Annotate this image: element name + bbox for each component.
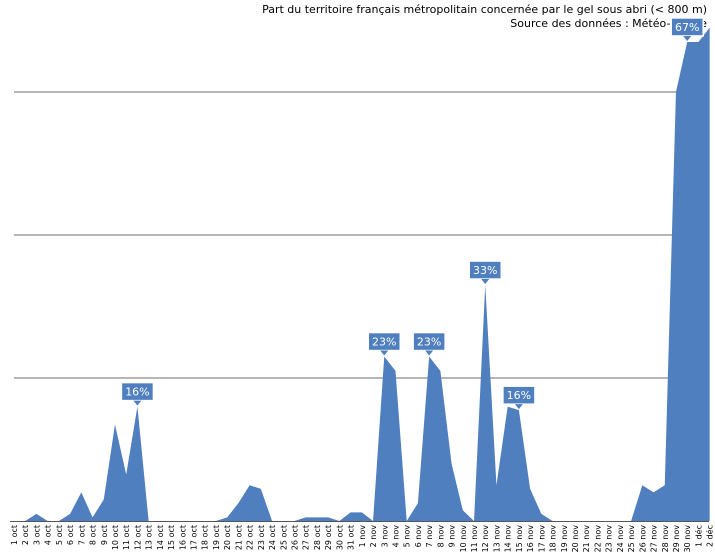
x-tick-label: 26 nov	[638, 525, 647, 553]
x-tick-label: 6 oct	[66, 525, 75, 545]
x-tick-label: 10 nov	[459, 525, 468, 553]
chart-title-block: Part du territoire français métropolitai…	[262, 3, 707, 31]
x-tick-label: 15 nov	[515, 525, 524, 553]
x-tick-label: 19 nov	[560, 525, 569, 553]
x-tick-label: 30 nov	[683, 525, 692, 553]
x-tick-label: 3 oct	[32, 525, 41, 545]
data-label: 33%	[468, 260, 502, 285]
x-tick-label: 16 oct	[178, 525, 187, 550]
x-tick-label: 2 déc	[705, 525, 715, 547]
x-tick-label: 27 oct	[302, 525, 311, 550]
data-label: 16%	[502, 385, 536, 410]
data-label-text: 23%	[417, 336, 441, 349]
x-tick-label: 25 nov	[627, 525, 636, 553]
x-tick-label: 31 oct	[347, 525, 356, 550]
x-tick-label: 14 nov	[504, 525, 513, 553]
x-tick-label: 13 nov	[492, 525, 501, 553]
x-tick-label: 1 oct	[10, 525, 19, 545]
data-label: 23%	[412, 331, 446, 356]
chart-subtitle: Source des données : Météo-France	[510, 17, 707, 30]
x-tick-label: 20 oct	[223, 525, 232, 550]
x-tick-label: 4 oct	[44, 525, 53, 545]
x-tick-label: 21 nov	[582, 525, 591, 553]
x-tick-label: 24 oct	[268, 525, 277, 550]
x-tick-label: 18 nov	[549, 525, 558, 553]
x-tick-label: 22 nov	[593, 525, 602, 553]
x-tick-label: 2 nov	[369, 525, 378, 548]
data-label-text: 67%	[675, 21, 699, 34]
x-tick-label: 10 oct	[111, 525, 120, 550]
x-tick-label: 11 oct	[122, 525, 131, 550]
data-label: 16%	[120, 381, 155, 406]
x-tick-label: 3 nov	[380, 525, 389, 548]
data-label-pointer	[514, 404, 523, 410]
x-tick-label: 7 oct	[77, 525, 86, 545]
x-tick-label: 28 oct	[313, 525, 322, 550]
data-label: 67%	[670, 17, 704, 41]
area-series	[14, 27, 710, 522]
x-tick-label: 12 oct	[133, 525, 142, 550]
data-label-text: 23%	[372, 336, 396, 349]
x-tick-label: 24 nov	[616, 525, 625, 553]
data-label: 23%	[367, 331, 402, 356]
x-tick-label: 22 oct	[246, 525, 255, 550]
x-tick-label: 15 oct	[167, 525, 176, 550]
x-tick-label: 7 nov	[425, 525, 434, 548]
x-tick-label: 16 nov	[526, 525, 535, 553]
x-tick-label: 5 oct	[55, 525, 64, 545]
x-tick-label: 28 nov	[661, 525, 670, 553]
data-label-text: 16%	[125, 386, 149, 399]
x-tick-label: 2 oct	[21, 525, 30, 545]
x-tick-label: 12 nov	[481, 525, 490, 553]
x-tick-label: 23 nov	[605, 525, 614, 553]
x-tick-label: 9 nov	[448, 525, 457, 548]
x-tick-label: 1 nov	[358, 525, 367, 548]
x-tick-label: 27 nov	[650, 525, 659, 553]
data-label-pointer	[425, 350, 434, 356]
x-tick-label: 26 oct	[291, 525, 300, 550]
x-tick-label: 8 oct	[89, 525, 98, 545]
data-label-pointer	[683, 35, 692, 41]
data-label-pointer	[481, 279, 490, 285]
x-tick-label: 30 oct	[335, 525, 344, 550]
x-tick-label: 11 nov	[470, 525, 479, 553]
x-tick-label: 14 oct	[156, 525, 165, 550]
chart-title: Part du territoire français métropolitai…	[262, 3, 707, 16]
x-tick-label: 21 oct	[234, 525, 243, 550]
x-tick-label: 5 nov	[403, 525, 412, 548]
x-tick-label: 19 oct	[212, 525, 221, 550]
x-tick-label: 20 nov	[571, 525, 580, 553]
data-label-text: 16%	[507, 389, 531, 402]
data-label-pointer	[380, 350, 389, 356]
x-tick-label: 9 oct	[100, 525, 109, 545]
x-tick-label: 17 nov	[537, 525, 546, 553]
x-tick-label: 4 nov	[391, 525, 400, 548]
x-tick-label: 13 oct	[145, 525, 154, 550]
data-label-text: 33%	[473, 264, 497, 277]
x-tick-label: 1 déc	[693, 525, 703, 547]
x-tick-label: 17 oct	[190, 525, 199, 550]
x-tick-label: 25 oct	[279, 525, 288, 550]
x-tick-label: 29 nov	[672, 525, 681, 553]
x-tick-label: 6 nov	[414, 525, 423, 548]
x-tick-label: 23 oct	[257, 525, 266, 550]
x-tick-label: 29 oct	[324, 525, 333, 550]
x-tick-label: 8 nov	[436, 525, 445, 548]
data-label-pointer	[133, 400, 142, 406]
x-tick-label: 18 oct	[201, 525, 210, 550]
